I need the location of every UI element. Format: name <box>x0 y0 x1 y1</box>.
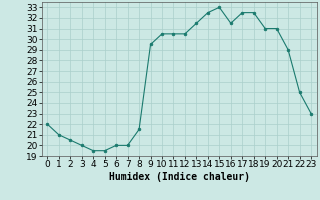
X-axis label: Humidex (Indice chaleur): Humidex (Indice chaleur) <box>109 172 250 182</box>
